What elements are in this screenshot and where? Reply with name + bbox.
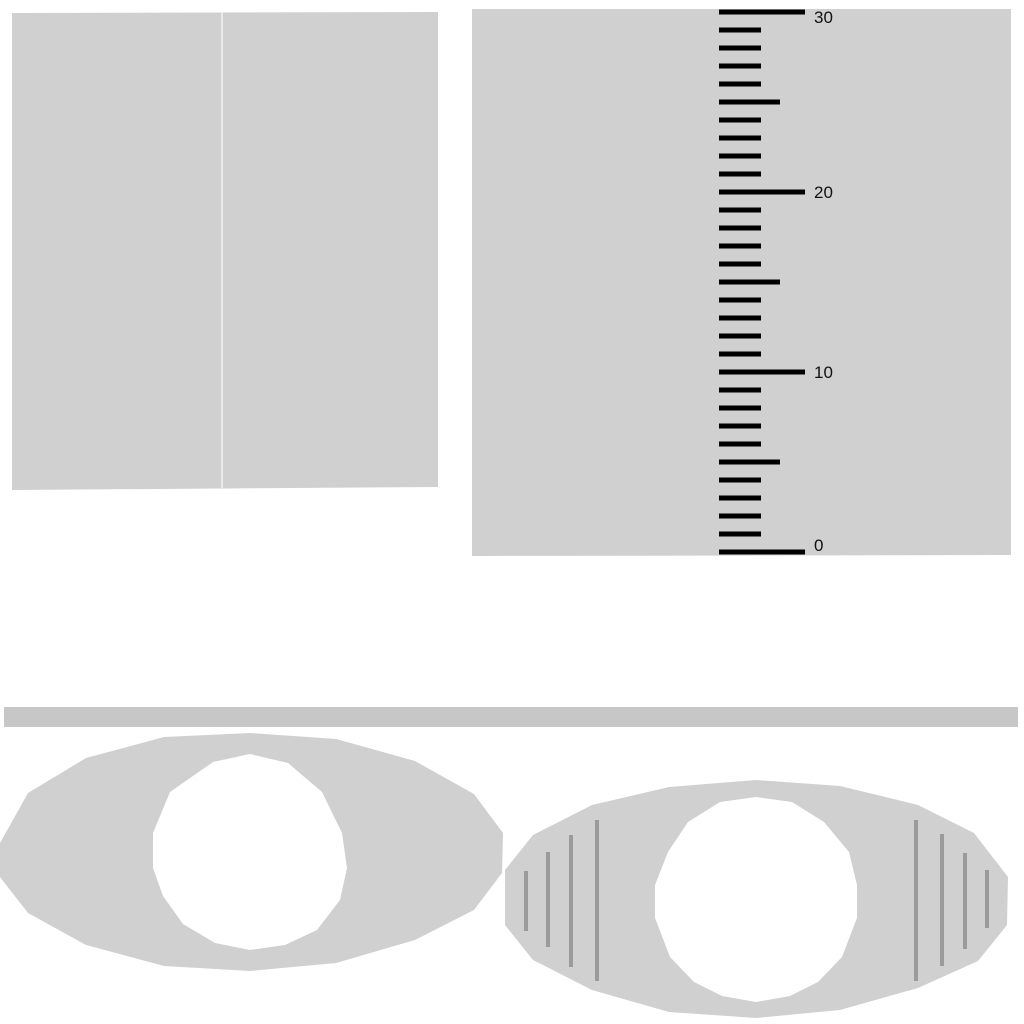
ruler-label: 20	[814, 183, 833, 202]
ruler-labels: 0 10 20 30	[814, 8, 833, 555]
ruler-label: 30	[814, 8, 833, 27]
horizontal-bar	[4, 707, 1018, 727]
split-panel	[12, 12, 438, 490]
split-panel-shape	[12, 12, 438, 490]
ring-hatched	[505, 780, 1008, 1018]
ruler-label: 10	[814, 363, 833, 382]
ring-plain	[0, 733, 503, 971]
ruler-ticks	[719, 9, 805, 555]
ring-hatched-group	[505, 780, 1008, 1018]
ruler-panel: 0 10 20 30	[472, 8, 1011, 556]
ruler-label: 0	[814, 536, 823, 555]
hatch-lines	[524, 820, 989, 981]
